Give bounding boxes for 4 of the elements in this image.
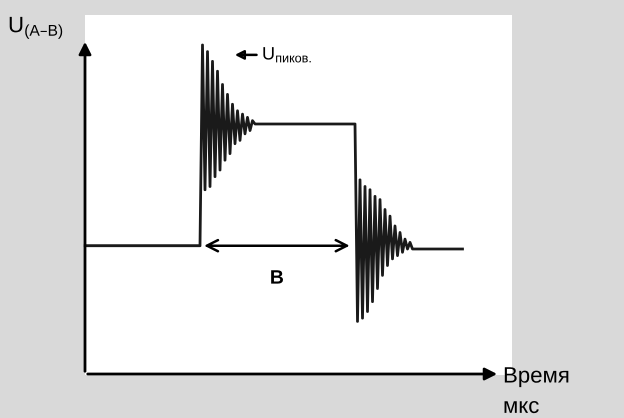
annotation: B — [271, 270, 284, 284]
annotation: U$_{пиков.}$ — [263, 47, 311, 62]
x-axis-title: Время мкс — [504, 367, 568, 414]
y-axis-title: U$_{(A–B)}$ — [10, 16, 62, 39]
